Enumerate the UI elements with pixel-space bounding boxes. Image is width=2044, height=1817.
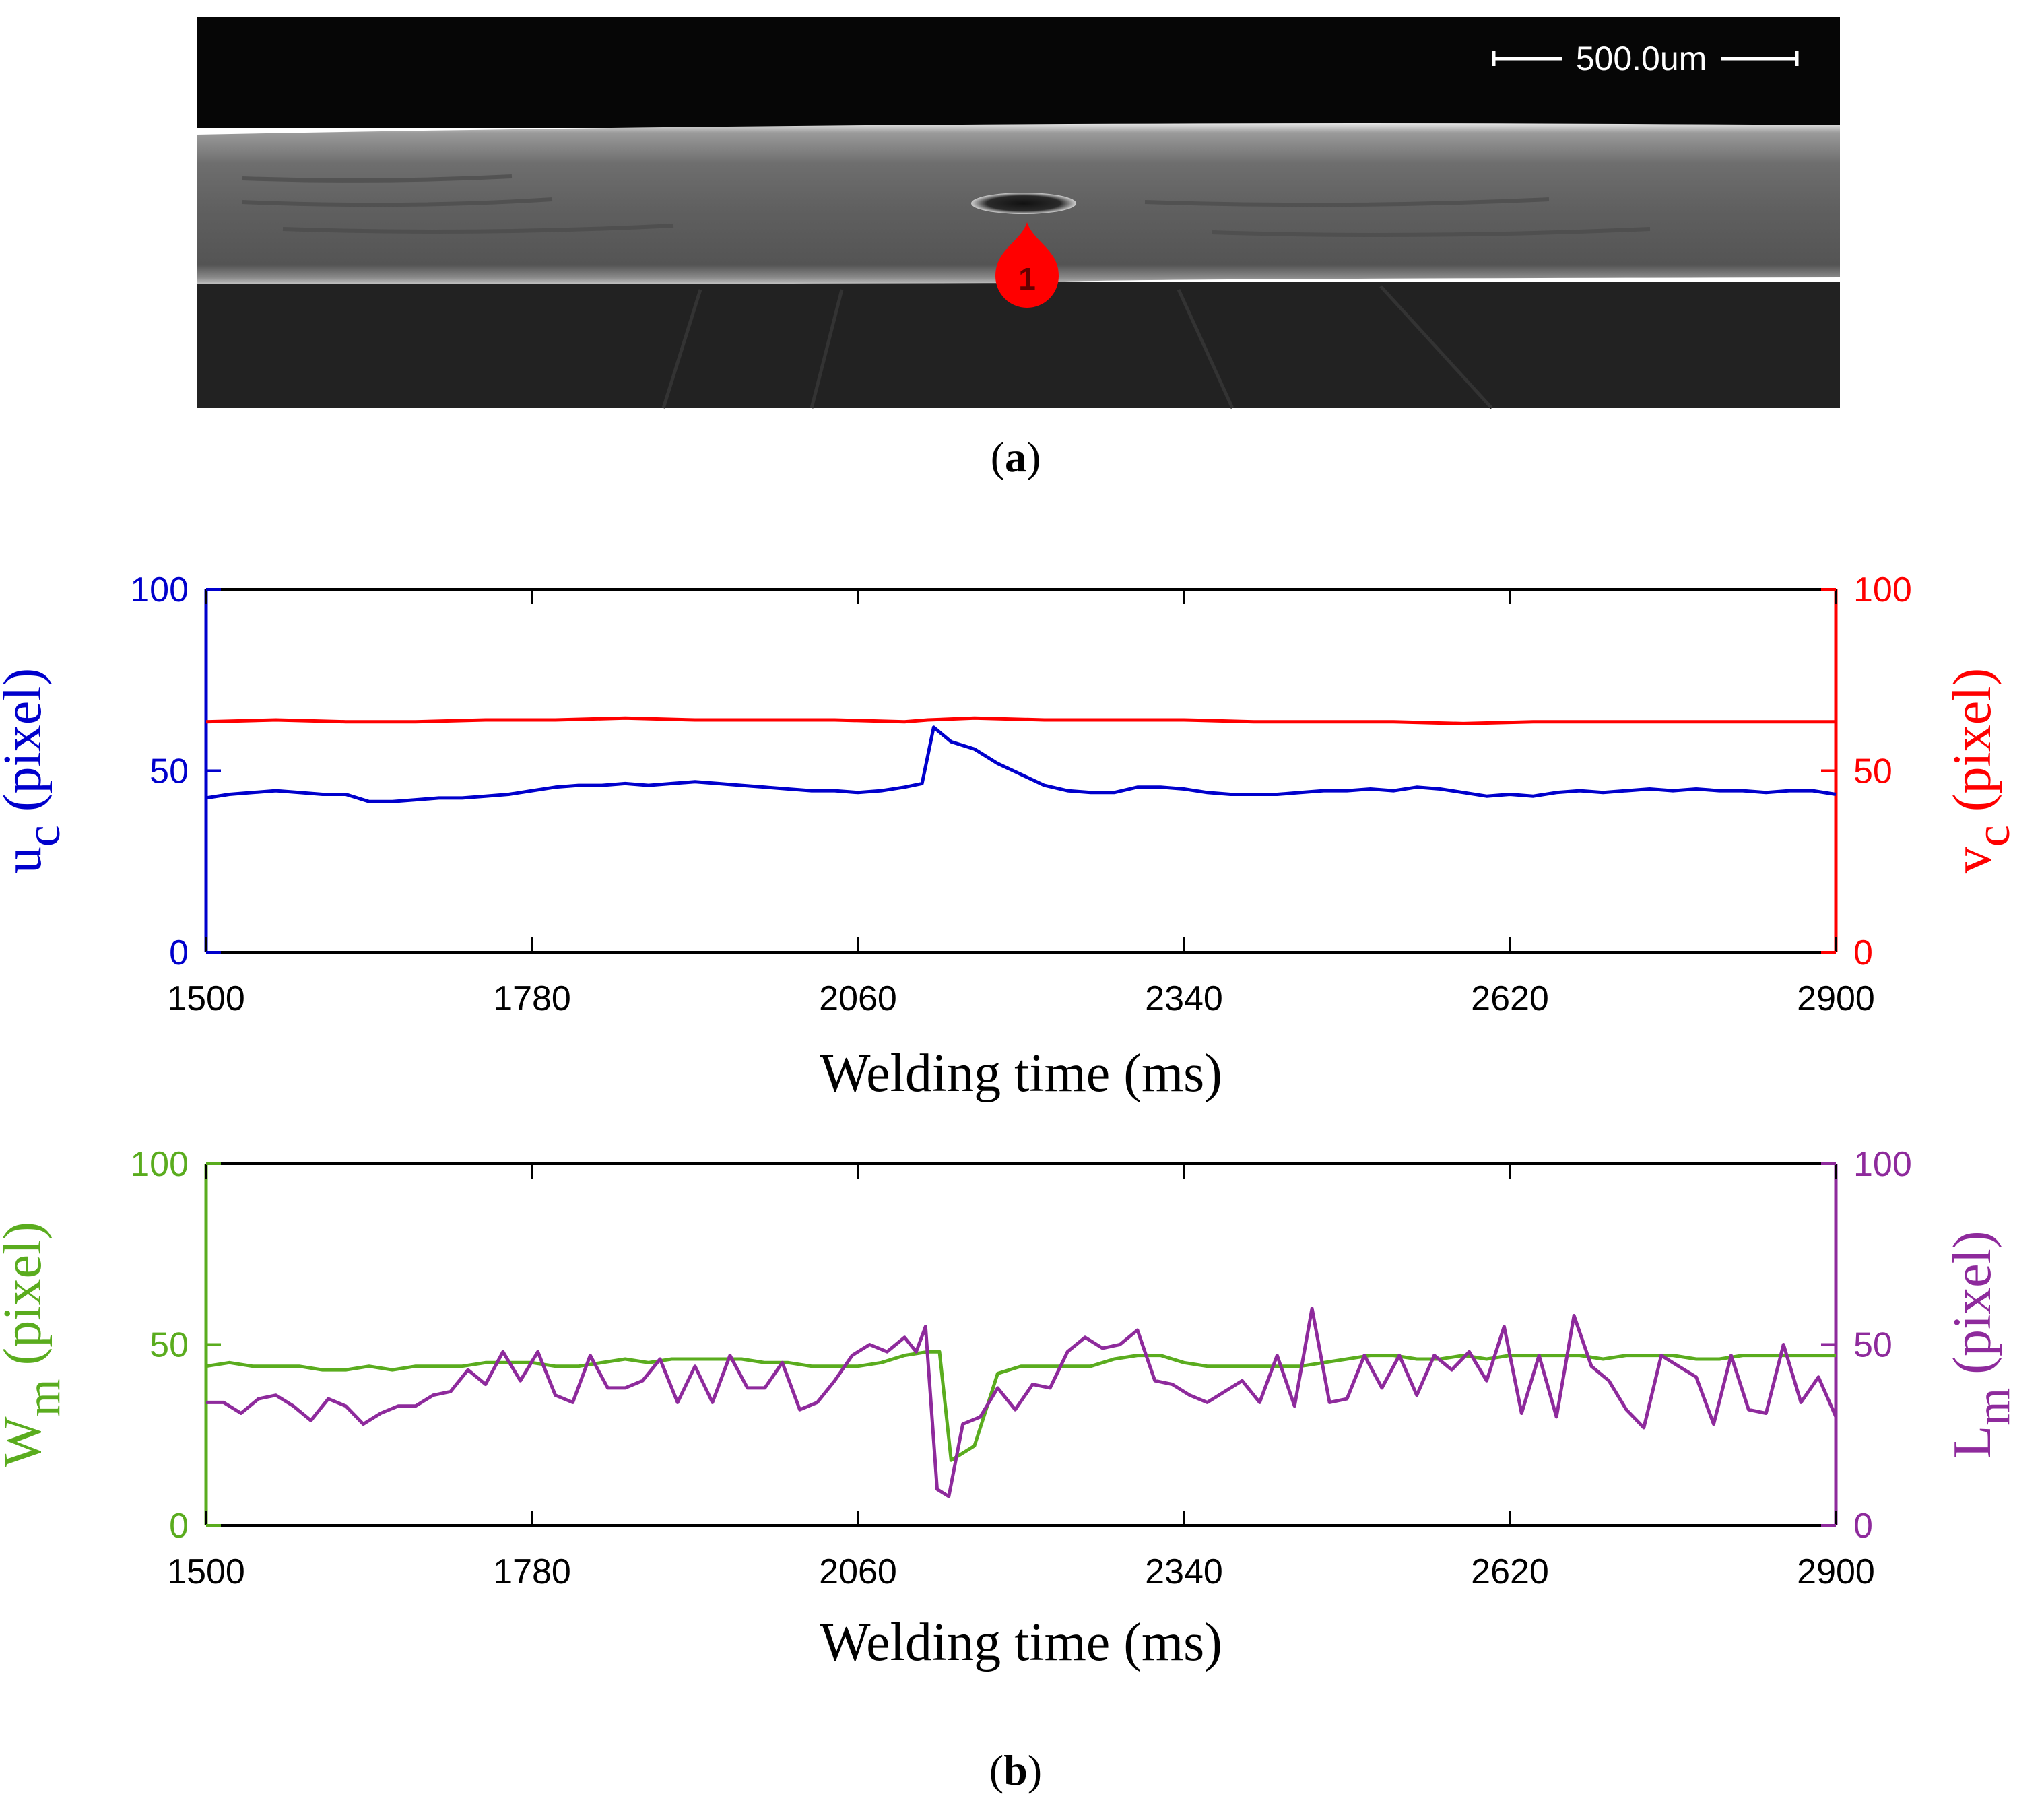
- x-tick-label: 2060: [819, 1552, 897, 1591]
- left-y-axis-label: uc (pixel): [0, 668, 70, 873]
- series-line-left: [205, 1350, 1836, 1462]
- left-y-axis-label-main: u: [0, 847, 53, 873]
- micrograph: 500.0um 1: [197, 17, 1840, 409]
- right-y-tick-label: 50: [1853, 752, 1892, 791]
- series-line-right: [206, 1307, 1838, 1498]
- x-tick-label: 1780: [493, 1552, 571, 1591]
- right-y-axis-label: vc (pixel): [1943, 668, 2020, 873]
- right-y-axis-label-main: L: [1943, 1426, 2002, 1459]
- right-y-axis-label: Lm (pixel): [1943, 1230, 2020, 1458]
- left-y-tick-label: 50: [150, 752, 189, 791]
- left-y-tick-label: 0: [169, 933, 189, 972]
- right-y-axis-label-subscript: c: [1966, 825, 2020, 847]
- x-tick-label: 2060: [819, 979, 897, 1018]
- left-y-axis-label-subscript: c: [16, 825, 70, 847]
- left-y-tick-label: 50: [150, 1326, 189, 1365]
- panel-b-label: b: [1003, 1746, 1028, 1794]
- marker-pin-icon: [995, 222, 1059, 308]
- chart-position: 1500 1780 2060 2340 2620 2900 0 50 100 0 50 100 Weld…: [0, 570, 2020, 1103]
- x-tick-label: 2340: [1145, 979, 1223, 1018]
- x-tick-label: 1500: [167, 979, 245, 1018]
- right-y-tick-label: 100: [1853, 570, 1912, 609]
- chart-melt-size: 1500 1780 2060 2340 2620 2900 0 50 100 0 50 100 Weld…: [0, 1145, 2020, 1672]
- x-axis-label: Welding time (ms): [820, 1613, 1222, 1672]
- right-y-axis-label-tail: (pixel): [1943, 1230, 2002, 1387]
- scale-bar-label: 500.0um: [1576, 40, 1707, 77]
- panel-a-caption: (a): [991, 433, 1041, 481]
- x-tick-label: 2620: [1471, 1552, 1549, 1591]
- x-tick-label: 2900: [1797, 979, 1875, 1018]
- right-y-tick-label: 0: [1853, 1507, 1873, 1546]
- background-scratch: [661, 285, 1493, 409]
- marker-label: 1: [1018, 261, 1036, 296]
- pore-slot: [971, 193, 1076, 214]
- right-y-tick-label: 100: [1853, 1145, 1912, 1184]
- left-y-axis-label: Wm (pixel): [0, 1222, 70, 1467]
- micrograph-top-background: [197, 17, 1840, 128]
- defect-marker: 1: [995, 222, 1059, 308]
- x-tick-label: 2620: [1471, 979, 1549, 1018]
- left-y-axis-label-subscript: m: [16, 1379, 70, 1416]
- right-y-tick-label: 50: [1853, 1326, 1892, 1365]
- svg-text:(a): (a): [991, 433, 1041, 481]
- svg-text:(b): (b): [989, 1746, 1042, 1794]
- x-tick-label: 1780: [493, 979, 571, 1018]
- series-line-left: [205, 725, 1837, 803]
- scale-bar: 500.0um: [1492, 40, 1799, 77]
- left-y-axis-label-tail: (pixel): [0, 1222, 53, 1379]
- right-y-tick-label: 0: [1853, 933, 1873, 972]
- x-tick-label: 2900: [1797, 1552, 1875, 1591]
- right-y-axis-label-main: v: [1943, 847, 2002, 873]
- left-y-tick-label: 0: [169, 1507, 189, 1546]
- left-y-tick-label: 100: [130, 570, 189, 609]
- series-line-right: [205, 716, 1836, 725]
- panel-b-caption: (b): [989, 1746, 1042, 1794]
- right-y-axis-label-subscript: m: [1966, 1388, 2020, 1426]
- x-tick-label: 2340: [1145, 1552, 1223, 1591]
- panel-a-label: a: [1005, 433, 1026, 481]
- left-y-tick-label: 100: [130, 1145, 189, 1184]
- x-axis-label: Welding time (ms): [820, 1044, 1222, 1103]
- left-y-axis-label-main: W: [0, 1416, 53, 1467]
- left-y-axis-label-tail: (pixel): [0, 668, 53, 825]
- x-tick-label: 1500: [167, 1552, 245, 1591]
- right-y-axis-label-tail: (pixel): [1943, 668, 2002, 825]
- seam-texture: [242, 174, 1651, 237]
